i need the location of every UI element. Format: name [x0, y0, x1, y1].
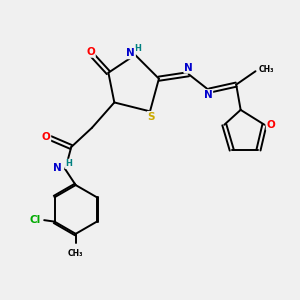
Text: N: N — [126, 48, 135, 59]
Text: O: O — [42, 132, 50, 142]
Text: O: O — [267, 120, 275, 130]
Text: N: N — [52, 163, 61, 173]
Text: Cl: Cl — [30, 215, 41, 225]
Text: CH₃: CH₃ — [68, 249, 83, 258]
Text: CH₃: CH₃ — [259, 65, 274, 74]
Text: S: S — [148, 112, 155, 122]
Text: H: H — [66, 160, 73, 169]
Text: H: H — [134, 44, 141, 53]
Text: O: O — [86, 47, 95, 57]
Text: N: N — [204, 90, 212, 100]
Text: N: N — [184, 63, 193, 73]
